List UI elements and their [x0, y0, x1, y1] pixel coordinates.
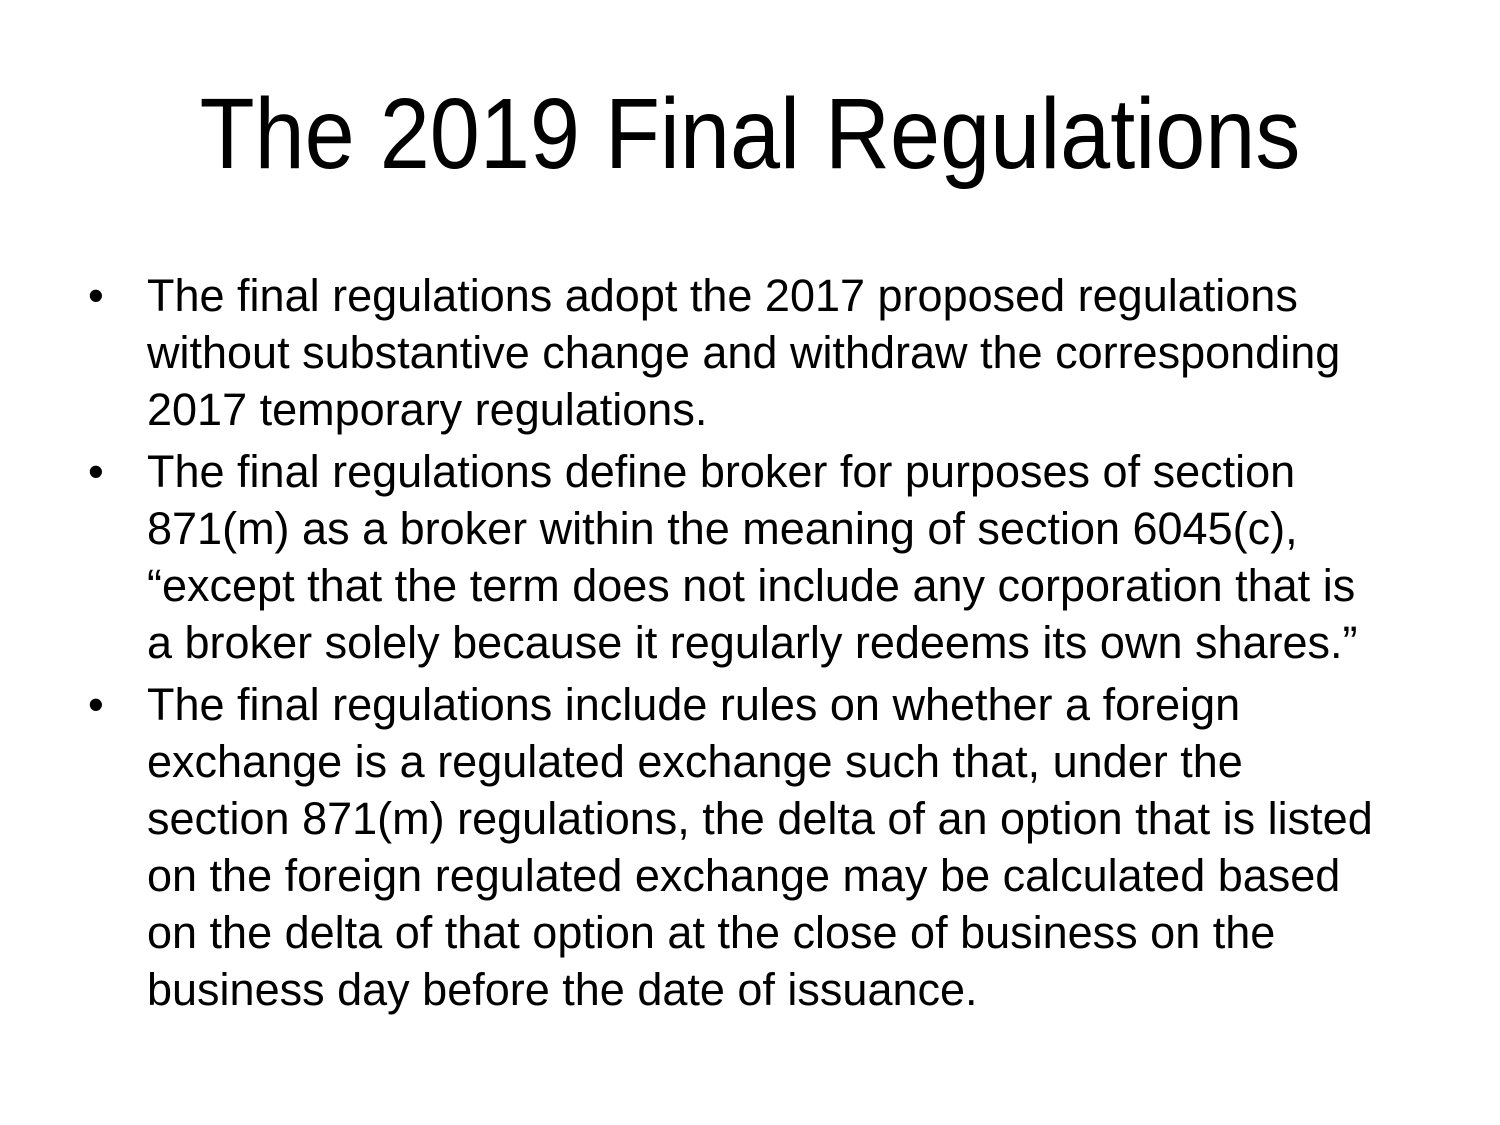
bullet-marker-icon: •	[88, 270, 104, 321]
bullet-item: • The final regulations adopt the 2017 p…	[88, 267, 1488, 438]
bullet-text: The final regulations include rules on w…	[147, 679, 1373, 1015]
slide-title: The 2019 Final Regulations	[199, 78, 1301, 190]
bullet-marker-icon: •	[88, 679, 104, 730]
bullet-marker-icon: •	[88, 446, 104, 497]
bullet-text: The final regulations define broker for …	[147, 446, 1358, 668]
bullet-list: • The final regulations adopt the 2017 p…	[88, 267, 1488, 1023]
bullet-text: The final regulations adopt the 2017 pro…	[147, 270, 1341, 435]
bullet-item: • The final regulations define broker fo…	[88, 443, 1488, 671]
bullet-item: • The final regulations include rules on…	[88, 676, 1488, 1018]
